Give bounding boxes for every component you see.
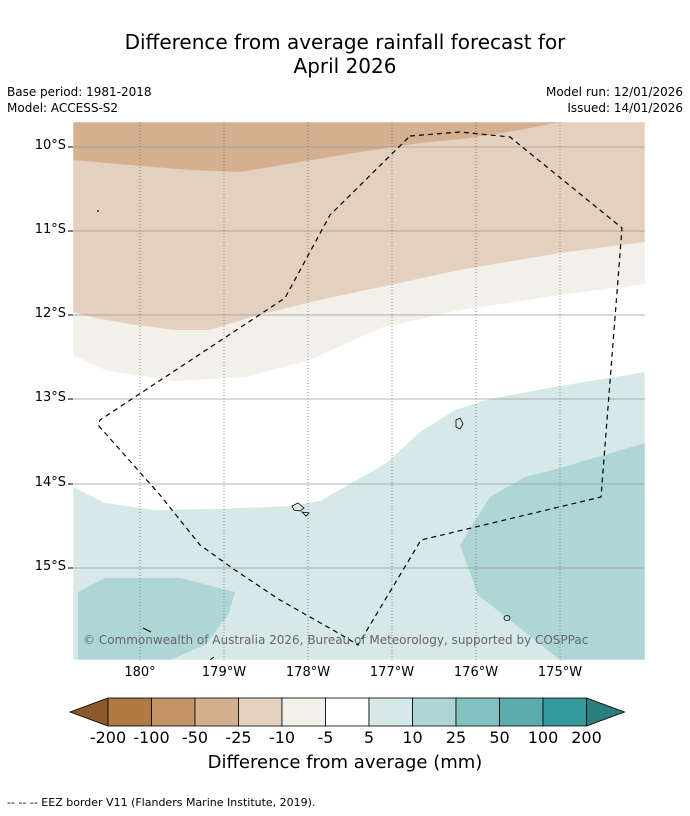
meta-right: Model run: 12/01/2026 Issued: 14/01/2026 [546, 84, 683, 116]
y-tick-label: 10°S [34, 138, 66, 153]
island-southeast [503, 615, 511, 621]
colorbar-tick-label: 25 [445, 728, 467, 747]
island-north-dot [97, 210, 99, 212]
region-minus25-minus10 [73, 122, 645, 330]
x-tick-label: 179°W [201, 665, 247, 680]
model-name: Model: ACCESS-S2 [7, 101, 119, 115]
base-period: Base period: 1981-2018 [7, 85, 152, 99]
lat-gridlines [73, 146, 645, 569]
colorbar-tick-label: -50 [181, 728, 209, 747]
model-run: Model run: 12/01/2026 [545, 85, 683, 99]
colorbar-tick-label: 10 [402, 728, 423, 747]
colorbar [68, 697, 626, 727]
colorbar-swatch [542, 697, 587, 727]
colorbar-extend-high [586, 697, 626, 727]
colorbar-tick-label: -5 [317, 728, 334, 747]
colorbar-tick-label: 50 [489, 728, 510, 747]
island-northeast [455, 417, 464, 430]
y-tick-label: 14°S [34, 475, 66, 490]
island-small-1 [300, 511, 310, 517]
colorbar-tick-label: 100 [527, 728, 559, 747]
colorbar-swatch [368, 697, 413, 727]
map-area [73, 122, 645, 660]
colorbar-extend-low [68, 697, 109, 727]
map-frame [72, 121, 646, 661]
colorbar-title: Difference from average (mm) [207, 752, 483, 773]
map-title: Difference from average rainfall forecas… [0, 30, 690, 78]
colorbar-tick-label: -25 [225, 728, 252, 747]
y-tick-label: 12°S [34, 306, 66, 321]
colorbar-swatch [281, 697, 326, 727]
x-tick-label: 175°W [537, 665, 583, 680]
colorbar-swatch [238, 697, 283, 727]
colorbar-tick-label: -100 [133, 728, 170, 747]
x-tick-label: 177°W [369, 665, 415, 680]
y-tick-marks [68, 146, 73, 569]
y-tick-label: 11°S [34, 222, 66, 237]
x-tick-label: 180° [124, 665, 156, 680]
colorbar-tick-label: 200 [571, 728, 602, 747]
x-tick-label: 178°W [285, 665, 331, 680]
copyright-note: © Commonwealth of Australia 2026, Bureau… [83, 633, 589, 647]
colorbar-tick-label: 5 [363, 728, 375, 747]
island-wallis [291, 502, 305, 512]
colorbar-swatch [412, 697, 457, 727]
colorbar-swatch [107, 697, 152, 727]
title-line-2: April 2026 [293, 54, 397, 78]
x-tick-label: 176°W [453, 665, 499, 680]
island-south-edge [209, 656, 215, 660]
title-line-1: Difference from average rainfall forecas… [124, 30, 566, 54]
colorbar-swatch [325, 697, 370, 727]
colorbar-swatch [194, 697, 239, 727]
meta-left: Base period: 1981-2018 Model: ACCESS-S2 [7, 84, 152, 116]
eez-legend-note: -- -- -- EEZ border V11 (Flanders Marine… [7, 796, 316, 809]
region-minus10-minus5 [73, 242, 645, 381]
region-10-25-southwest [78, 578, 235, 660]
colorbar-swatch [455, 697, 500, 727]
colorbar-tick-label: -10 [268, 728, 296, 747]
colorbar-tick-label: -200 [89, 728, 127, 747]
issued-date: Issued: 14/01/2026 [567, 101, 683, 115]
island-southwest [142, 627, 152, 633]
colorbar-swatch [151, 697, 196, 727]
y-tick-label: 15°S [34, 559, 66, 574]
y-tick-label: 13°S [34, 390, 66, 405]
colorbar-swatch [499, 697, 544, 727]
eez-border [97, 131, 623, 646]
